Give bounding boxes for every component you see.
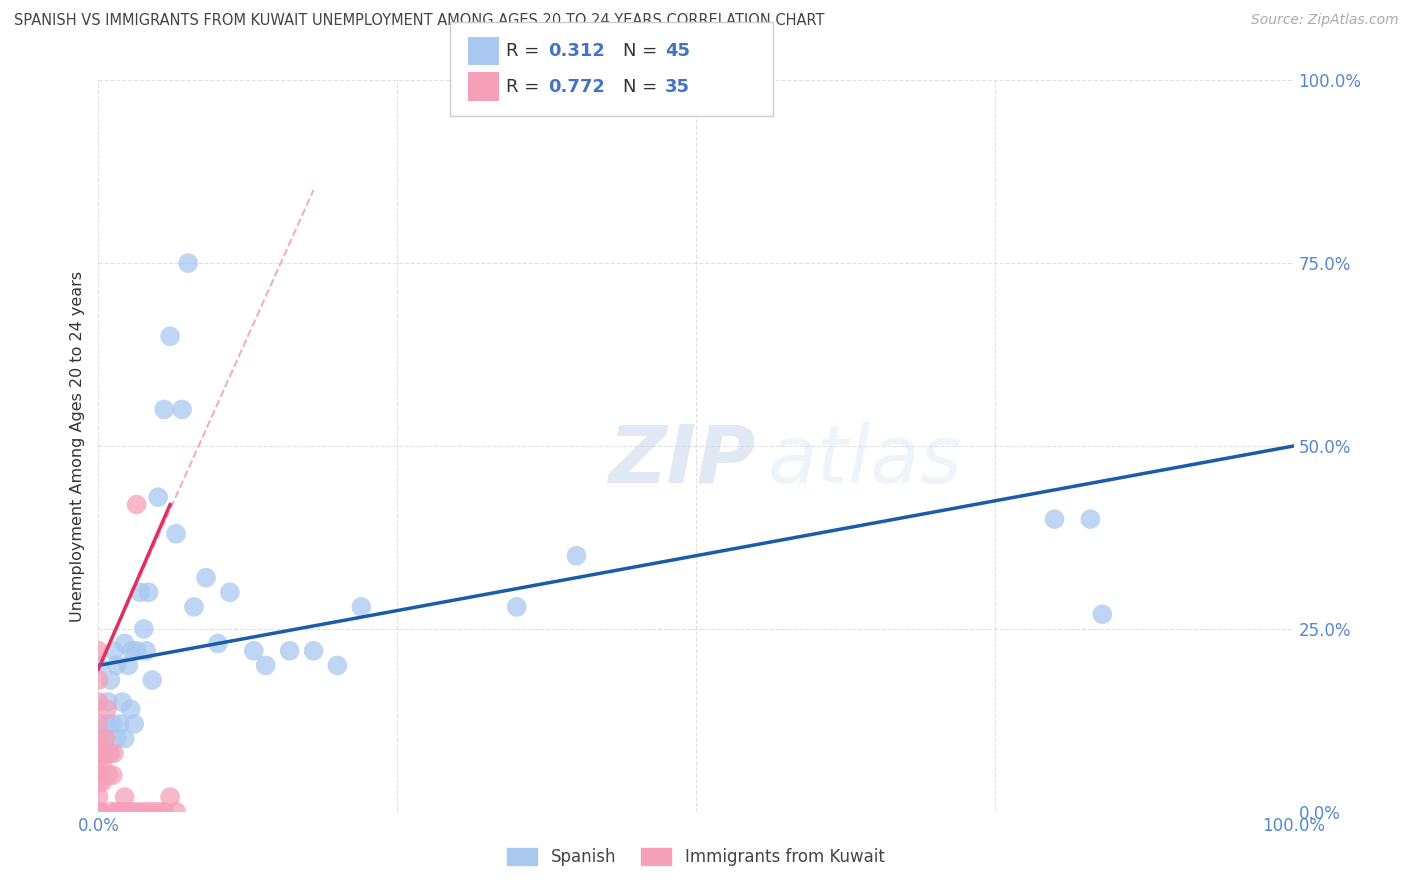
Point xyxy=(177,256,200,270)
Point xyxy=(96,702,118,716)
Point xyxy=(105,658,128,673)
Point xyxy=(153,402,176,417)
Text: atlas: atlas xyxy=(768,422,963,500)
Point xyxy=(326,658,349,673)
Point xyxy=(153,805,176,819)
Point xyxy=(129,805,152,819)
Point xyxy=(105,805,128,819)
Legend: Spanish, Immigrants from Kuwait: Spanish, Immigrants from Kuwait xyxy=(501,841,891,873)
Point xyxy=(243,644,266,658)
Point xyxy=(1080,512,1102,526)
Point xyxy=(135,644,157,658)
Point xyxy=(172,402,194,417)
Point xyxy=(121,644,143,658)
Point xyxy=(148,805,170,819)
Point xyxy=(141,805,163,819)
Point xyxy=(159,329,181,343)
Y-axis label: Unemployment Among Ages 20 to 24 years: Unemployment Among Ages 20 to 24 years xyxy=(70,270,86,622)
Text: SPANISH VS IMMIGRANTS FROM KUWAIT UNEMPLOYMENT AMONG AGES 20 TO 24 YEARS CORRELA: SPANISH VS IMMIGRANTS FROM KUWAIT UNEMPL… xyxy=(14,13,824,29)
Point xyxy=(91,761,114,775)
Text: 45: 45 xyxy=(665,42,690,60)
Point xyxy=(103,746,125,760)
Point xyxy=(565,549,588,563)
Point xyxy=(117,658,139,673)
Point xyxy=(141,673,163,687)
Text: N =: N = xyxy=(623,78,662,95)
Point xyxy=(93,731,115,746)
Point xyxy=(114,636,136,650)
Point xyxy=(103,644,125,658)
Point xyxy=(117,805,139,819)
Point xyxy=(114,731,136,746)
Point xyxy=(91,775,114,789)
Point xyxy=(111,805,134,819)
Point xyxy=(87,731,110,746)
Point xyxy=(219,585,242,599)
Point xyxy=(87,746,110,760)
Point xyxy=(108,717,131,731)
Point xyxy=(97,695,120,709)
Text: Source: ZipAtlas.com: Source: ZipAtlas.com xyxy=(1251,13,1399,28)
Point xyxy=(96,717,118,731)
Point xyxy=(101,768,124,782)
Point xyxy=(111,695,134,709)
Point xyxy=(350,599,373,614)
Point xyxy=(87,761,110,775)
Point xyxy=(132,622,155,636)
Point xyxy=(87,790,110,805)
Point xyxy=(278,644,301,658)
Point xyxy=(302,644,325,658)
Text: 0.312: 0.312 xyxy=(548,42,605,60)
Point xyxy=(108,805,131,819)
Point xyxy=(98,746,122,760)
Point xyxy=(506,599,529,614)
Point xyxy=(183,599,205,614)
Point xyxy=(87,717,110,731)
Point xyxy=(124,717,146,731)
Point xyxy=(207,636,229,650)
Text: R =: R = xyxy=(506,78,546,95)
Point xyxy=(87,805,110,819)
Point xyxy=(93,746,115,760)
Point xyxy=(105,731,128,746)
Point xyxy=(129,585,152,599)
Point xyxy=(135,805,157,819)
Point xyxy=(94,731,117,746)
Point xyxy=(101,717,124,731)
Point xyxy=(1043,512,1066,526)
Point xyxy=(254,658,277,673)
Text: N =: N = xyxy=(623,42,662,60)
Point xyxy=(1091,607,1114,622)
Point xyxy=(98,805,122,819)
Point xyxy=(138,585,160,599)
Point xyxy=(97,768,120,782)
Text: 35: 35 xyxy=(665,78,690,95)
Point xyxy=(159,790,181,805)
Point xyxy=(98,673,122,687)
Point xyxy=(87,775,110,789)
Point xyxy=(114,790,136,805)
Text: R =: R = xyxy=(506,42,546,60)
Point xyxy=(194,571,218,585)
Point xyxy=(87,673,110,687)
Point xyxy=(125,498,148,512)
Point xyxy=(90,805,112,819)
Text: 0.772: 0.772 xyxy=(548,78,605,95)
Point xyxy=(87,695,110,709)
Point xyxy=(165,526,187,541)
Point xyxy=(125,644,148,658)
Point xyxy=(148,490,170,504)
Point xyxy=(124,805,146,819)
Point xyxy=(165,805,187,819)
Point xyxy=(87,644,110,658)
Point xyxy=(98,746,121,760)
Point xyxy=(87,658,110,673)
Point xyxy=(120,702,142,716)
Text: ZIP: ZIP xyxy=(609,422,756,500)
